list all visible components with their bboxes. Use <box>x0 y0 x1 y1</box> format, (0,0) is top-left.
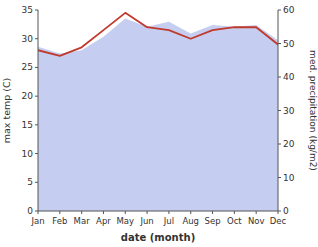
x-tick-label: Oct <box>227 216 242 226</box>
plot-area <box>38 13 278 211</box>
y2-tick <box>278 110 281 111</box>
y-tick <box>35 10 38 11</box>
y-tick <box>35 67 38 68</box>
x-tick-label: Aug <box>182 216 199 226</box>
x-tick-label: Nov <box>248 216 265 226</box>
y2-tick <box>278 43 281 44</box>
x-tick-label: Sep <box>205 216 221 226</box>
y2-tick-label: 50 <box>283 39 295 49</box>
y2-tick-label: 20 <box>283 139 295 149</box>
y-tick-label: 5 <box>27 177 33 187</box>
x-tick-label: Feb <box>52 216 67 226</box>
y2-tick-label: 0 <box>283 206 289 216</box>
x-tick <box>212 211 213 214</box>
y-tick-label: 20 <box>22 91 34 101</box>
y-axis-label: max temp (C) <box>1 78 12 144</box>
x-tick-label: Mar <box>74 216 91 226</box>
x-tick <box>190 211 191 214</box>
y-tick <box>35 38 38 39</box>
y-tick <box>35 153 38 154</box>
x-tick <box>168 211 169 214</box>
x-tick <box>234 211 235 214</box>
x-tick-label: Jul <box>163 216 174 226</box>
x-tick <box>38 211 39 214</box>
chart: 0 5 10 15 20 25 30 35 0 10 20 30 40 50 60 Jan Feb Mar Apr M… <box>0 0 318 247</box>
y-tick-label: 25 <box>22 62 33 72</box>
y2-tick <box>278 177 281 178</box>
x-tick-label: Apr <box>96 216 111 226</box>
x-tick-label: Jun <box>139 216 153 226</box>
x-tick <box>125 211 126 214</box>
y-tick-label: 35 <box>22 5 33 15</box>
y2-tick <box>278 77 281 78</box>
temperature-line <box>38 13 278 56</box>
y2-tick-label: 60 <box>283 5 295 15</box>
y-tick-label: 15 <box>22 120 33 130</box>
y2-axis-label: med. precipitation (kg/m2) <box>308 50 318 171</box>
x-tick <box>147 211 148 214</box>
y2-tick <box>278 10 281 11</box>
y2-tick-label: 40 <box>283 72 295 82</box>
y2-tick-label: 10 <box>283 173 295 183</box>
x-axis-label: date (month) <box>121 232 195 243</box>
y-tick <box>35 182 38 183</box>
x-tick-label: May <box>116 216 134 226</box>
y2-tick <box>278 144 281 145</box>
y-axis-line <box>38 10 39 211</box>
x-tick <box>59 211 60 214</box>
y-tick <box>35 96 38 97</box>
axes: 0 5 10 15 20 25 30 35 0 10 20 30 40 50 60 Jan Feb Mar Apr M… <box>22 5 295 226</box>
y-tick-label: 10 <box>22 149 34 159</box>
x-axis-line <box>38 211 278 212</box>
background <box>0 0 318 247</box>
precipitation-area <box>38 18 278 211</box>
x-tick <box>278 211 279 214</box>
x-tick-label: Dec <box>270 216 287 226</box>
y2-tick-label: 30 <box>283 106 295 116</box>
y-tick <box>35 124 38 125</box>
x-tick-label: Jan <box>30 216 44 226</box>
x-tick <box>81 211 82 214</box>
y-tick-label: 30 <box>22 34 34 44</box>
x-tick <box>256 211 257 214</box>
y-tick-label: 0 <box>27 206 33 216</box>
x-tick <box>103 211 104 214</box>
